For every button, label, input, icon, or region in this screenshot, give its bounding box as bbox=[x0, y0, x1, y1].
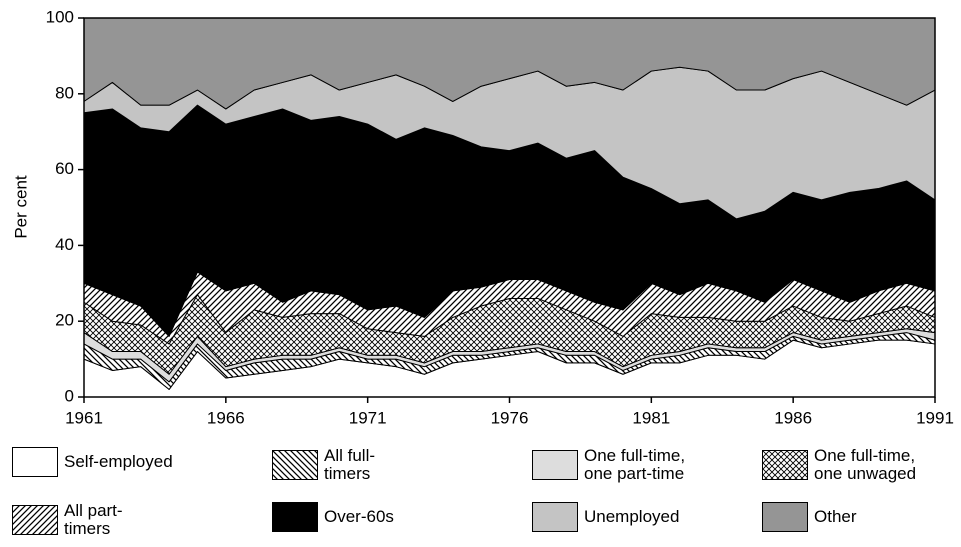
swatch-graphic bbox=[13, 506, 57, 534]
x-tick-label: 1986 bbox=[774, 408, 812, 427]
y-tick-label: 40 bbox=[55, 235, 74, 254]
swatch-graphic bbox=[273, 503, 317, 531]
swatch-fill bbox=[763, 503, 807, 531]
legend-label: Self-employed bbox=[64, 452, 173, 471]
legend-label: One full-time, one unwaged bbox=[814, 446, 917, 483]
swatch-graphic bbox=[273, 451, 317, 479]
swatch-fill bbox=[533, 451, 577, 479]
legend-swatch bbox=[12, 505, 58, 535]
legend-item: One full-time, one part-time bbox=[532, 447, 702, 483]
x-tick-label: 1966 bbox=[207, 408, 245, 427]
y-tick-label: 20 bbox=[55, 311, 74, 330]
x-tick-label: 1961 bbox=[65, 408, 103, 427]
swatch-fill bbox=[13, 448, 57, 476]
legend-swatch bbox=[762, 502, 808, 532]
legend-swatch bbox=[272, 450, 318, 480]
legend-swatch bbox=[272, 502, 318, 532]
legend-label: All full-timers bbox=[324, 446, 376, 483]
swatch-graphic bbox=[763, 503, 807, 531]
swatch-graphic bbox=[533, 451, 577, 479]
y-tick-label: 100 bbox=[46, 7, 74, 26]
swatch-graphic bbox=[533, 503, 577, 531]
y-tick-label: 60 bbox=[55, 159, 74, 178]
y-axis-label: Per cent bbox=[11, 175, 30, 239]
y-tick-label: 80 bbox=[55, 83, 74, 102]
legend-swatch bbox=[532, 450, 578, 480]
swatch-graphic bbox=[13, 448, 57, 476]
swatch-fill bbox=[13, 506, 57, 534]
swatch-fill bbox=[273, 503, 317, 531]
legend-label: Other bbox=[814, 507, 857, 526]
swatch-graphic bbox=[763, 451, 807, 479]
legend-item: Over-60s bbox=[272, 502, 524, 532]
legend-item: Unemployed bbox=[532, 502, 784, 532]
legend: Self-employed All full-timers One full-tim… bbox=[0, 442, 961, 547]
x-tick-label: 1971 bbox=[349, 408, 387, 427]
legend-label: Over-60s bbox=[324, 507, 394, 526]
legend-label: All part-timers bbox=[64, 501, 123, 538]
legend-item: One full-time, one unwaged bbox=[762, 447, 934, 483]
legend-label: One full-time, one part-time bbox=[584, 446, 686, 483]
swatch-fill bbox=[273, 451, 317, 479]
legend-item: All part-timers bbox=[12, 502, 159, 538]
legend-label: Unemployed bbox=[584, 507, 680, 526]
x-tick-label: 1981 bbox=[632, 408, 670, 427]
x-tick-label: 1991 bbox=[916, 408, 954, 427]
legend-item: All full-timers bbox=[272, 447, 414, 483]
legend-swatch bbox=[532, 502, 578, 532]
legend-swatch bbox=[762, 450, 808, 480]
x-tick-label: 1976 bbox=[491, 408, 529, 427]
y-tick-label: 0 bbox=[65, 386, 74, 405]
chart: Per cent 0 20 40 60 80 100 1961 1966 1971 1976 198… bbox=[11, 7, 954, 427]
swatch-fill bbox=[763, 451, 807, 479]
swatch-fill bbox=[533, 503, 577, 531]
legend-item: Other bbox=[762, 502, 961, 532]
legend-swatch bbox=[12, 447, 58, 477]
legend-item: Self-employed bbox=[12, 447, 264, 477]
